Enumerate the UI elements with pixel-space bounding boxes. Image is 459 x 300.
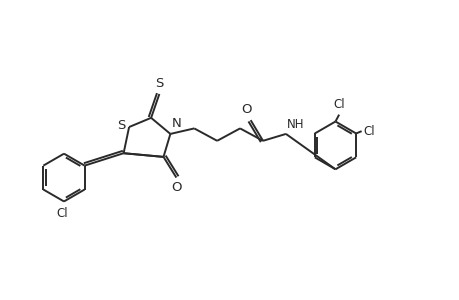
Text: O: O [240,103,251,116]
Text: Cl: Cl [362,125,374,138]
Text: O: O [171,181,181,194]
Text: Cl: Cl [333,98,344,111]
Text: S: S [155,77,163,90]
Text: NH: NH [286,118,304,131]
Text: N: N [171,117,181,130]
Text: Cl: Cl [56,207,67,220]
Text: S: S [117,119,125,132]
